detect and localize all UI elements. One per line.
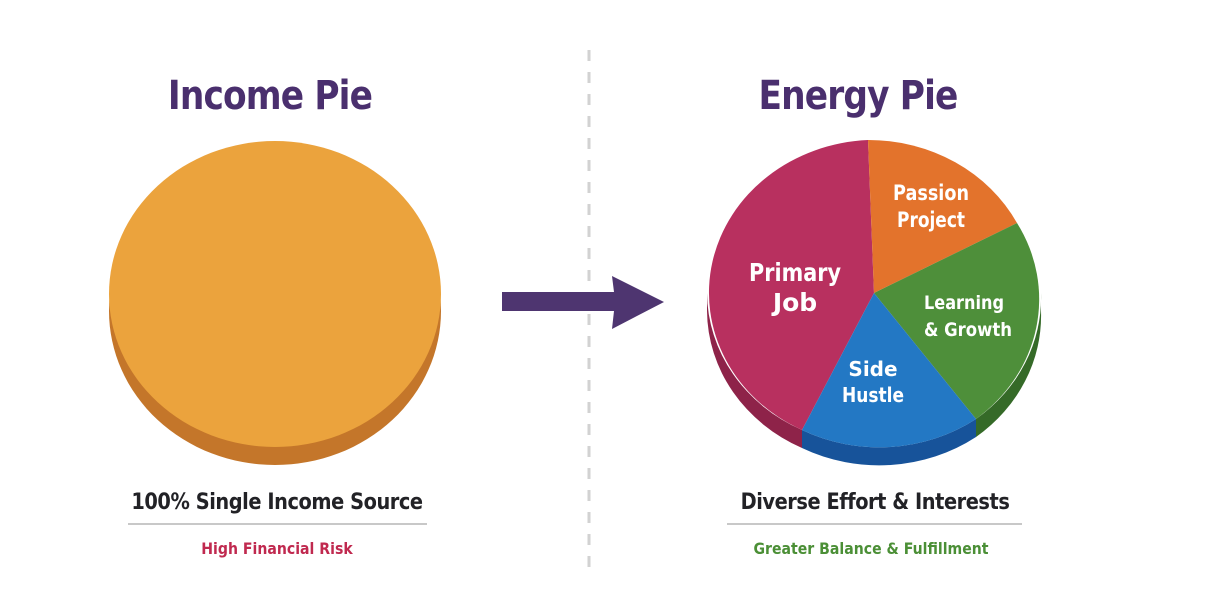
income-subcaption: High Financial Risk xyxy=(201,539,353,558)
label-primary-job-line2: Job xyxy=(771,288,817,317)
label-passion-project-line1: Passion xyxy=(893,181,969,205)
energy-caption: Diverse Effort & Interests xyxy=(740,490,1010,515)
label-passion-project-line2: Project xyxy=(897,208,965,232)
energy-subcaption: Greater Balance & Fulfillment xyxy=(753,539,989,558)
label-side-hustle-line1: Side xyxy=(848,357,897,381)
energy-pie-rim xyxy=(707,293,1042,466)
slice-learning-growth xyxy=(874,223,1040,419)
energy-caption-block: Diverse Effort & Interests xyxy=(665,489,1085,517)
income-pie-slice-single-source xyxy=(109,141,441,447)
income-subcaption-block: High Financial Risk xyxy=(67,525,487,559)
income-caption: 100% Single Income Source xyxy=(131,490,423,515)
slice-side-hustle xyxy=(802,293,976,448)
label-learning-growth-line1: Learning xyxy=(924,292,1004,314)
income-caption-divider xyxy=(128,523,427,525)
label-primary-job-line1: Primary xyxy=(749,258,841,287)
label-side-hustle-line2: Hustle xyxy=(842,383,904,407)
income-pie-title: Income Pie xyxy=(167,73,373,119)
energy-subcaption-block: Greater Balance & Fulfillment xyxy=(661,525,1081,559)
slice-primary-job xyxy=(708,140,874,430)
label-learning-growth-line2: & Growth xyxy=(924,319,1012,341)
income-caption-block: 100% Single Income Source xyxy=(67,489,487,517)
energy-caption-divider xyxy=(727,523,1022,525)
slice-passion-project xyxy=(868,139,1017,293)
energy-pie-title: Energy Pie xyxy=(758,73,958,119)
